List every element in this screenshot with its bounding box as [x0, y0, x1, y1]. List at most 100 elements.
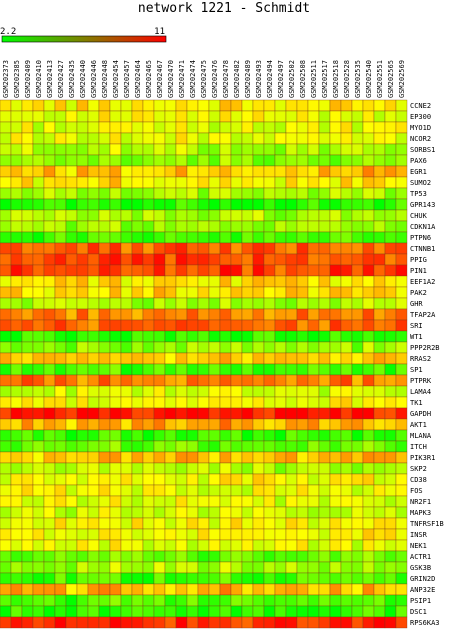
heatmap-cell [285, 429, 298, 442]
heatmap-cell [164, 583, 177, 596]
heatmap-cell [98, 462, 111, 475]
heatmap-cell [274, 451, 287, 464]
heatmap-cell [241, 594, 254, 607]
heatmap-cell [219, 352, 232, 365]
heatmap-cell [142, 440, 155, 453]
heatmap-cell [186, 121, 199, 134]
heatmap-cell [10, 121, 23, 134]
heatmap-cell [54, 363, 67, 376]
heatmap-cell [164, 605, 177, 618]
heatmap-cell [153, 374, 166, 387]
heatmap-cell [219, 110, 232, 123]
heatmap-cell [230, 341, 243, 354]
heatmap-cell [76, 242, 89, 255]
heatmap-cell [274, 429, 287, 442]
heatmap-cell [175, 198, 188, 211]
heatmap-cell [109, 484, 122, 497]
column-label: GSM202454 [112, 60, 120, 98]
heatmap-cell [307, 495, 320, 508]
column-labels: GSM202373 GSM202385 GSM202409 GSM202410 GSM2… [2, 60, 406, 98]
heatmap-cell [76, 396, 89, 409]
heatmap-cell [21, 561, 34, 574]
heatmap-cell [164, 517, 177, 530]
heatmap-cell [21, 396, 34, 409]
heatmap-cell [208, 275, 221, 288]
heatmap-cell [131, 506, 144, 519]
heatmap-cell [0, 99, 12, 112]
heatmap-cell [0, 341, 12, 354]
heatmap-cell [87, 550, 100, 563]
color-scale-bar [1, 35, 167, 43]
heatmap-cell [87, 209, 100, 222]
heatmap-cell [329, 264, 342, 277]
heatmap-cell [131, 462, 144, 475]
heatmap-cell [120, 198, 133, 211]
heatmap-cell [21, 616, 34, 629]
row-label: MLANA [410, 432, 432, 440]
heatmap-cell [362, 495, 375, 508]
heatmap-cell [296, 385, 309, 398]
heatmap-cell [384, 605, 397, 618]
heatmap-cell [329, 396, 342, 409]
heatmap-cell [98, 352, 111, 365]
heatmap-cell [296, 462, 309, 475]
heatmap-cell [329, 506, 342, 519]
heatmap-cell [274, 143, 287, 156]
heatmap-cell [131, 330, 144, 343]
heatmap-cell [153, 572, 166, 585]
heatmap-cell [109, 561, 122, 574]
heatmap-cell [54, 583, 67, 596]
heatmap-cell [296, 561, 309, 574]
heatmap-cell [373, 396, 386, 409]
heatmap-cell [340, 583, 353, 596]
heatmap-cell [32, 528, 45, 541]
heatmap-cell [54, 187, 67, 200]
heatmap-cell [395, 429, 408, 442]
heatmap-cell [208, 418, 221, 431]
heatmap-cell [131, 286, 144, 299]
heatmap-cell [21, 99, 34, 112]
heatmap-cell [252, 330, 265, 343]
heatmap-cell [395, 605, 408, 618]
heatmap-cell [351, 594, 364, 607]
heatmap-cell [76, 484, 89, 497]
heatmap-cell [10, 110, 23, 123]
heatmap-cell [87, 253, 100, 266]
heatmap-cell [219, 132, 232, 145]
heatmap-cell [87, 341, 100, 354]
row-label: TNFRSF1B [410, 520, 444, 528]
heatmap-cell [21, 506, 34, 519]
heatmap-cell [230, 286, 243, 299]
heatmap-cell [395, 462, 408, 475]
heatmap-cell [318, 462, 331, 475]
heatmap-cell [43, 352, 56, 365]
heatmap-cell [395, 198, 408, 211]
heatmap-cell [318, 121, 331, 134]
heatmap-cell [21, 374, 34, 387]
heatmap-cell [54, 176, 67, 189]
heatmap-cell [208, 121, 221, 134]
heatmap-cell [351, 495, 364, 508]
heatmap-cell [0, 297, 12, 310]
heatmap-cell [362, 572, 375, 585]
heatmap-cell [252, 132, 265, 145]
heatmap-cell [362, 594, 375, 607]
heatmap-cell [98, 275, 111, 288]
heatmap-cell [373, 253, 386, 266]
heatmap-cell [131, 110, 144, 123]
heatmap-cell [10, 330, 23, 343]
heatmap-cell [340, 297, 353, 310]
heatmap-cell [21, 165, 34, 178]
heatmap-cell [197, 275, 210, 288]
heatmap-cell [329, 539, 342, 552]
heatmap-cell [120, 132, 133, 145]
heatmap-cell [142, 561, 155, 574]
heatmap-cell [10, 539, 23, 552]
heatmap-cell [43, 187, 56, 200]
heatmap-cell [263, 330, 276, 343]
heatmap-cell [120, 473, 133, 486]
heatmap-cell [43, 154, 56, 167]
heatmap-cell [230, 517, 243, 530]
heatmap-cell [373, 330, 386, 343]
heatmap-cell [76, 198, 89, 211]
